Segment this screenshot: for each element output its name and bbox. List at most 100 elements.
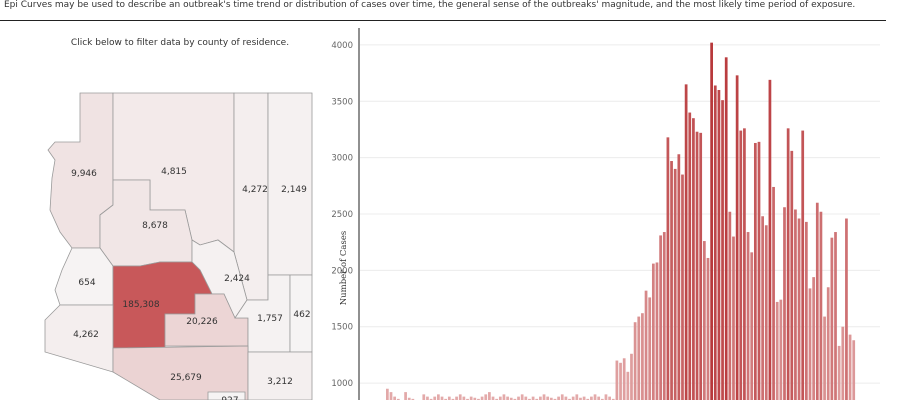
epi-bar[interactable]	[611, 398, 615, 400]
epi-bar[interactable]	[429, 398, 433, 400]
epi-bar[interactable]	[808, 288, 812, 400]
epi-bar[interactable]	[404, 392, 407, 400]
epi-bar[interactable]	[681, 174, 684, 400]
epi-bar[interactable]	[440, 396, 444, 400]
epi-bar[interactable]	[498, 396, 502, 400]
epi-bar[interactable]	[648, 297, 652, 400]
epi-bar[interactable]	[779, 299, 783, 400]
epi-bar[interactable]	[721, 100, 724, 400]
epi-bar[interactable]	[437, 394, 440, 400]
epi-bar[interactable]	[837, 345, 841, 400]
epi-bar[interactable]	[447, 396, 451, 400]
epi-bar[interactable]	[389, 392, 393, 400]
epi-bar[interactable]	[477, 398, 480, 400]
epi-bar[interactable]	[455, 396, 458, 400]
epi-bar[interactable]	[684, 84, 688, 400]
epi-bar[interactable]	[564, 396, 568, 400]
epi-bar[interactable]	[670, 161, 673, 400]
epi-bar[interactable]	[615, 360, 619, 400]
epi-bar[interactable]	[819, 211, 823, 400]
epi-bar[interactable]	[845, 218, 848, 400]
epi-bar[interactable]	[852, 340, 856, 400]
epi-bar[interactable]	[466, 398, 469, 400]
epi-bar[interactable]	[710, 42, 713, 400]
epi-bar[interactable]	[458, 394, 462, 400]
epi-bar[interactable]	[491, 396, 495, 400]
epi-bar[interactable]	[411, 398, 415, 400]
epi-bar[interactable]	[666, 137, 670, 400]
county-cochise[interactable]	[247, 351, 313, 400]
epi-bar[interactable]	[557, 396, 560, 400]
epi-bar[interactable]	[619, 362, 622, 400]
epi-bar[interactable]	[815, 202, 819, 400]
epi-bar[interactable]	[706, 257, 710, 400]
epi-bar[interactable]	[626, 371, 630, 400]
epi-bar[interactable]	[699, 132, 703, 400]
epi-bar[interactable]	[633, 322, 637, 400]
epi-bar[interactable]	[546, 396, 550, 400]
epi-bar[interactable]	[451, 398, 455, 400]
epi-bar[interactable]	[641, 313, 644, 400]
epi-bar[interactable]	[801, 130, 805, 400]
epi-bar[interactable]	[677, 154, 681, 400]
epi-bar[interactable]	[469, 396, 473, 400]
epi-bar[interactable]	[571, 396, 575, 400]
epi-bar[interactable]	[753, 142, 757, 400]
epi-bar[interactable]	[568, 398, 571, 400]
epi-bar[interactable]	[644, 290, 648, 400]
epi-bar[interactable]	[735, 75, 739, 400]
epi-bar[interactable]	[768, 79, 772, 400]
epi-bar[interactable]	[524, 396, 528, 400]
epi-bar[interactable]	[713, 85, 717, 400]
epi-bar[interactable]	[502, 394, 506, 400]
epi-bar[interactable]	[772, 186, 775, 400]
epi-bar[interactable]	[797, 218, 801, 400]
epi-bar[interactable]	[783, 207, 786, 400]
epi-bar[interactable]	[579, 397, 582, 400]
epi-bar[interactable]	[604, 394, 608, 400]
epi-bar[interactable]	[717, 90, 721, 400]
epi-bar[interactable]	[542, 394, 546, 400]
epi-bar[interactable]	[509, 397, 513, 400]
epi-bar[interactable]	[600, 398, 604, 400]
epi-bar[interactable]	[444, 398, 448, 400]
epi-bar[interactable]	[630, 353, 633, 400]
epi-bar[interactable]	[531, 396, 535, 400]
epi-bar[interactable]	[513, 398, 517, 400]
epi-bar[interactable]	[746, 232, 750, 400]
epi-bar[interactable]	[488, 392, 491, 400]
epi-bar[interactable]	[673, 168, 677, 400]
epi-bar[interactable]	[582, 396, 586, 400]
epi-bar[interactable]	[396, 398, 400, 400]
epi-bar[interactable]	[422, 394, 426, 400]
epi-bar[interactable]	[593, 394, 597, 400]
epi-bar[interactable]	[750, 252, 754, 400]
epi-bar[interactable]	[732, 236, 735, 400]
epi-bar[interactable]	[841, 326, 845, 400]
epi-bar[interactable]	[662, 232, 666, 400]
epi-bar[interactable]	[386, 388, 389, 400]
epi-bar[interactable]	[506, 396, 509, 400]
epi-bar[interactable]	[757, 141, 761, 400]
epi-bar[interactable]	[549, 397, 553, 400]
epi-bar[interactable]	[834, 232, 837, 400]
epi-bar[interactable]	[528, 398, 531, 400]
epi-bar[interactable]	[655, 262, 659, 400]
epi-bar[interactable]	[575, 394, 579, 400]
epi-bar[interactable]	[804, 221, 808, 400]
epi-bar[interactable]	[812, 277, 816, 400]
epi-bar[interactable]	[848, 334, 852, 400]
epi-bar[interactable]	[786, 128, 790, 400]
epi-bar[interactable]	[473, 397, 477, 400]
epi-bar[interactable]	[739, 130, 743, 400]
epi-bar[interactable]	[790, 150, 794, 400]
epi-bar[interactable]	[659, 235, 662, 400]
county-santacruz[interactable]	[207, 391, 246, 400]
epi-bar[interactable]	[590, 396, 593, 400]
epi-bar[interactable]	[692, 118, 695, 400]
epi-bar[interactable]	[484, 394, 488, 400]
epi-bar[interactable]	[433, 396, 437, 400]
epi-bar[interactable]	[520, 394, 524, 400]
epi-bar[interactable]	[480, 396, 484, 400]
epi-bar[interactable]	[407, 397, 411, 400]
